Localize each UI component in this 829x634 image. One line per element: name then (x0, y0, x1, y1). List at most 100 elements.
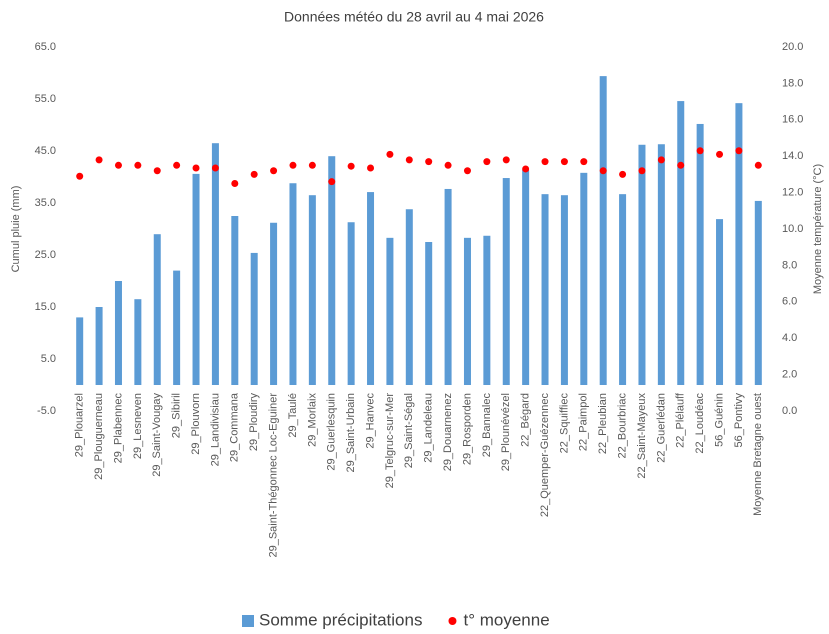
temp-dot (231, 180, 239, 187)
bar (270, 222, 278, 385)
y-tick-label: 45.0 (35, 145, 56, 157)
bar (580, 172, 588, 385)
y2-tick-label: 8.0 (782, 259, 797, 271)
y-tick-label: 25.0 (35, 249, 56, 261)
bar (192, 173, 200, 385)
x-tick-label: 29_Commana (229, 392, 241, 462)
bar (308, 195, 316, 385)
temp-dot (483, 158, 491, 166)
x-tick-label: 22_Paimpol (578, 393, 590, 451)
x-tick-label: 29_Rosporden (461, 393, 473, 465)
bar (347, 222, 355, 385)
temp-dot (192, 164, 200, 172)
legend-label: t° moyenne (463, 610, 549, 629)
bar (153, 234, 161, 385)
x-tick-label: 22_Bourbriac (616, 393, 628, 459)
x-tick-label: 56_Guénin (713, 393, 725, 447)
bar (386, 237, 394, 385)
temp-dot (677, 161, 685, 169)
y-tick-label: 55.0 (35, 93, 56, 105)
x-tick-label: 29_Sibiril (171, 393, 183, 438)
y-tick-label: 15.0 (35, 301, 56, 313)
bar (173, 270, 181, 385)
x-tick-label: 29_Taulé (287, 393, 299, 438)
temp-dot (308, 161, 316, 169)
bar (696, 123, 704, 386)
temp-dot (328, 178, 336, 186)
temp-dot (173, 161, 181, 169)
bar (231, 216, 239, 385)
y2-tick-label: 6.0 (782, 296, 797, 308)
bar (735, 103, 743, 385)
y2-tick-label: 10.0 (782, 223, 803, 235)
x-tick-label: 29_Douarnenez (442, 393, 454, 471)
bar (657, 144, 665, 385)
bar (522, 170, 530, 385)
temp-dot (250, 170, 258, 178)
x-tick-label: 29_Saint-Urbain (345, 393, 357, 473)
x-tick-label: 29_Saint-Ségal (403, 393, 415, 468)
temp-dot (502, 156, 510, 164)
x-tick-label: 22_Quemper-Guézennec (539, 393, 551, 518)
temp-dot (114, 161, 122, 169)
x-tick-label: 29_Plouvorn (190, 393, 202, 455)
bar (250, 252, 258, 385)
bar (405, 209, 413, 385)
x-tick-label: 29_Morlaix (306, 393, 318, 447)
bar (367, 192, 375, 385)
bar (425, 242, 433, 385)
x-tick-label: 29_Saint-Vougay (151, 393, 163, 477)
y2-tick-label: 4.0 (782, 332, 797, 344)
temp-dot (522, 165, 530, 173)
temp-dot (153, 167, 161, 175)
y-tick-label: 35.0 (35, 197, 56, 209)
bar (677, 101, 685, 385)
x-tick-label: 22_Squiffiec (558, 393, 570, 454)
bar (328, 156, 336, 385)
x-tick-label: 29_Bannalec (481, 393, 493, 458)
temp-dot (657, 156, 665, 164)
temp-dot (386, 150, 394, 158)
x-tick-label: 22_Pleubian (597, 393, 609, 454)
temp-dot (347, 162, 355, 170)
temp-dot (134, 161, 142, 169)
x-tick-label: Moyenne Bretagne ouest (752, 393, 764, 516)
temp-dot (211, 164, 219, 172)
y2-tick-label: 18.0 (782, 77, 803, 89)
temp-dot (560, 158, 568, 166)
x-tick-label: 29_Ploudiry (248, 393, 260, 452)
bar (560, 195, 568, 385)
y2-tick-label: 14.0 (782, 150, 803, 162)
temp-dot (95, 156, 103, 164)
x-tick-label: 29_Lesneven (132, 393, 144, 459)
x-tick-label: 29_Landeleau (423, 393, 435, 463)
bar (716, 219, 724, 385)
y2-axis-label: Moyenne température (°C) (812, 164, 824, 294)
temp-dot (716, 150, 724, 158)
bar (76, 317, 84, 385)
x-tick-label: 29_Plounévézel (500, 393, 512, 471)
y-tick-label: 5.0 (41, 353, 56, 365)
y2-tick-label: 0.0 (782, 405, 797, 417)
bar (483, 235, 491, 385)
temp-dot (270, 167, 278, 175)
x-tick-label: 29_Saint-Thégonnec Loc-Eguiner (267, 393, 279, 558)
y2-tick-label: 16.0 (782, 114, 803, 126)
bar (599, 76, 607, 386)
x-tick-label: 22_Loudéac (694, 393, 706, 454)
y2-tick-label: 12.0 (782, 187, 803, 199)
temp-dot (541, 158, 549, 166)
temp-dot (425, 158, 433, 166)
x-tick-label: 22_Plélauff (675, 392, 687, 448)
bar (134, 299, 142, 385)
y2-tick-label: 2.0 (782, 369, 797, 381)
x-tick-label: 29_Plabennec (112, 393, 124, 464)
temp-dot (463, 167, 471, 175)
y-tick-label: 65.0 (35, 41, 56, 53)
temp-dot (619, 170, 627, 178)
temp-dot (405, 156, 413, 164)
temp-dot (735, 147, 743, 155)
bar (638, 144, 646, 385)
bar (541, 194, 549, 385)
